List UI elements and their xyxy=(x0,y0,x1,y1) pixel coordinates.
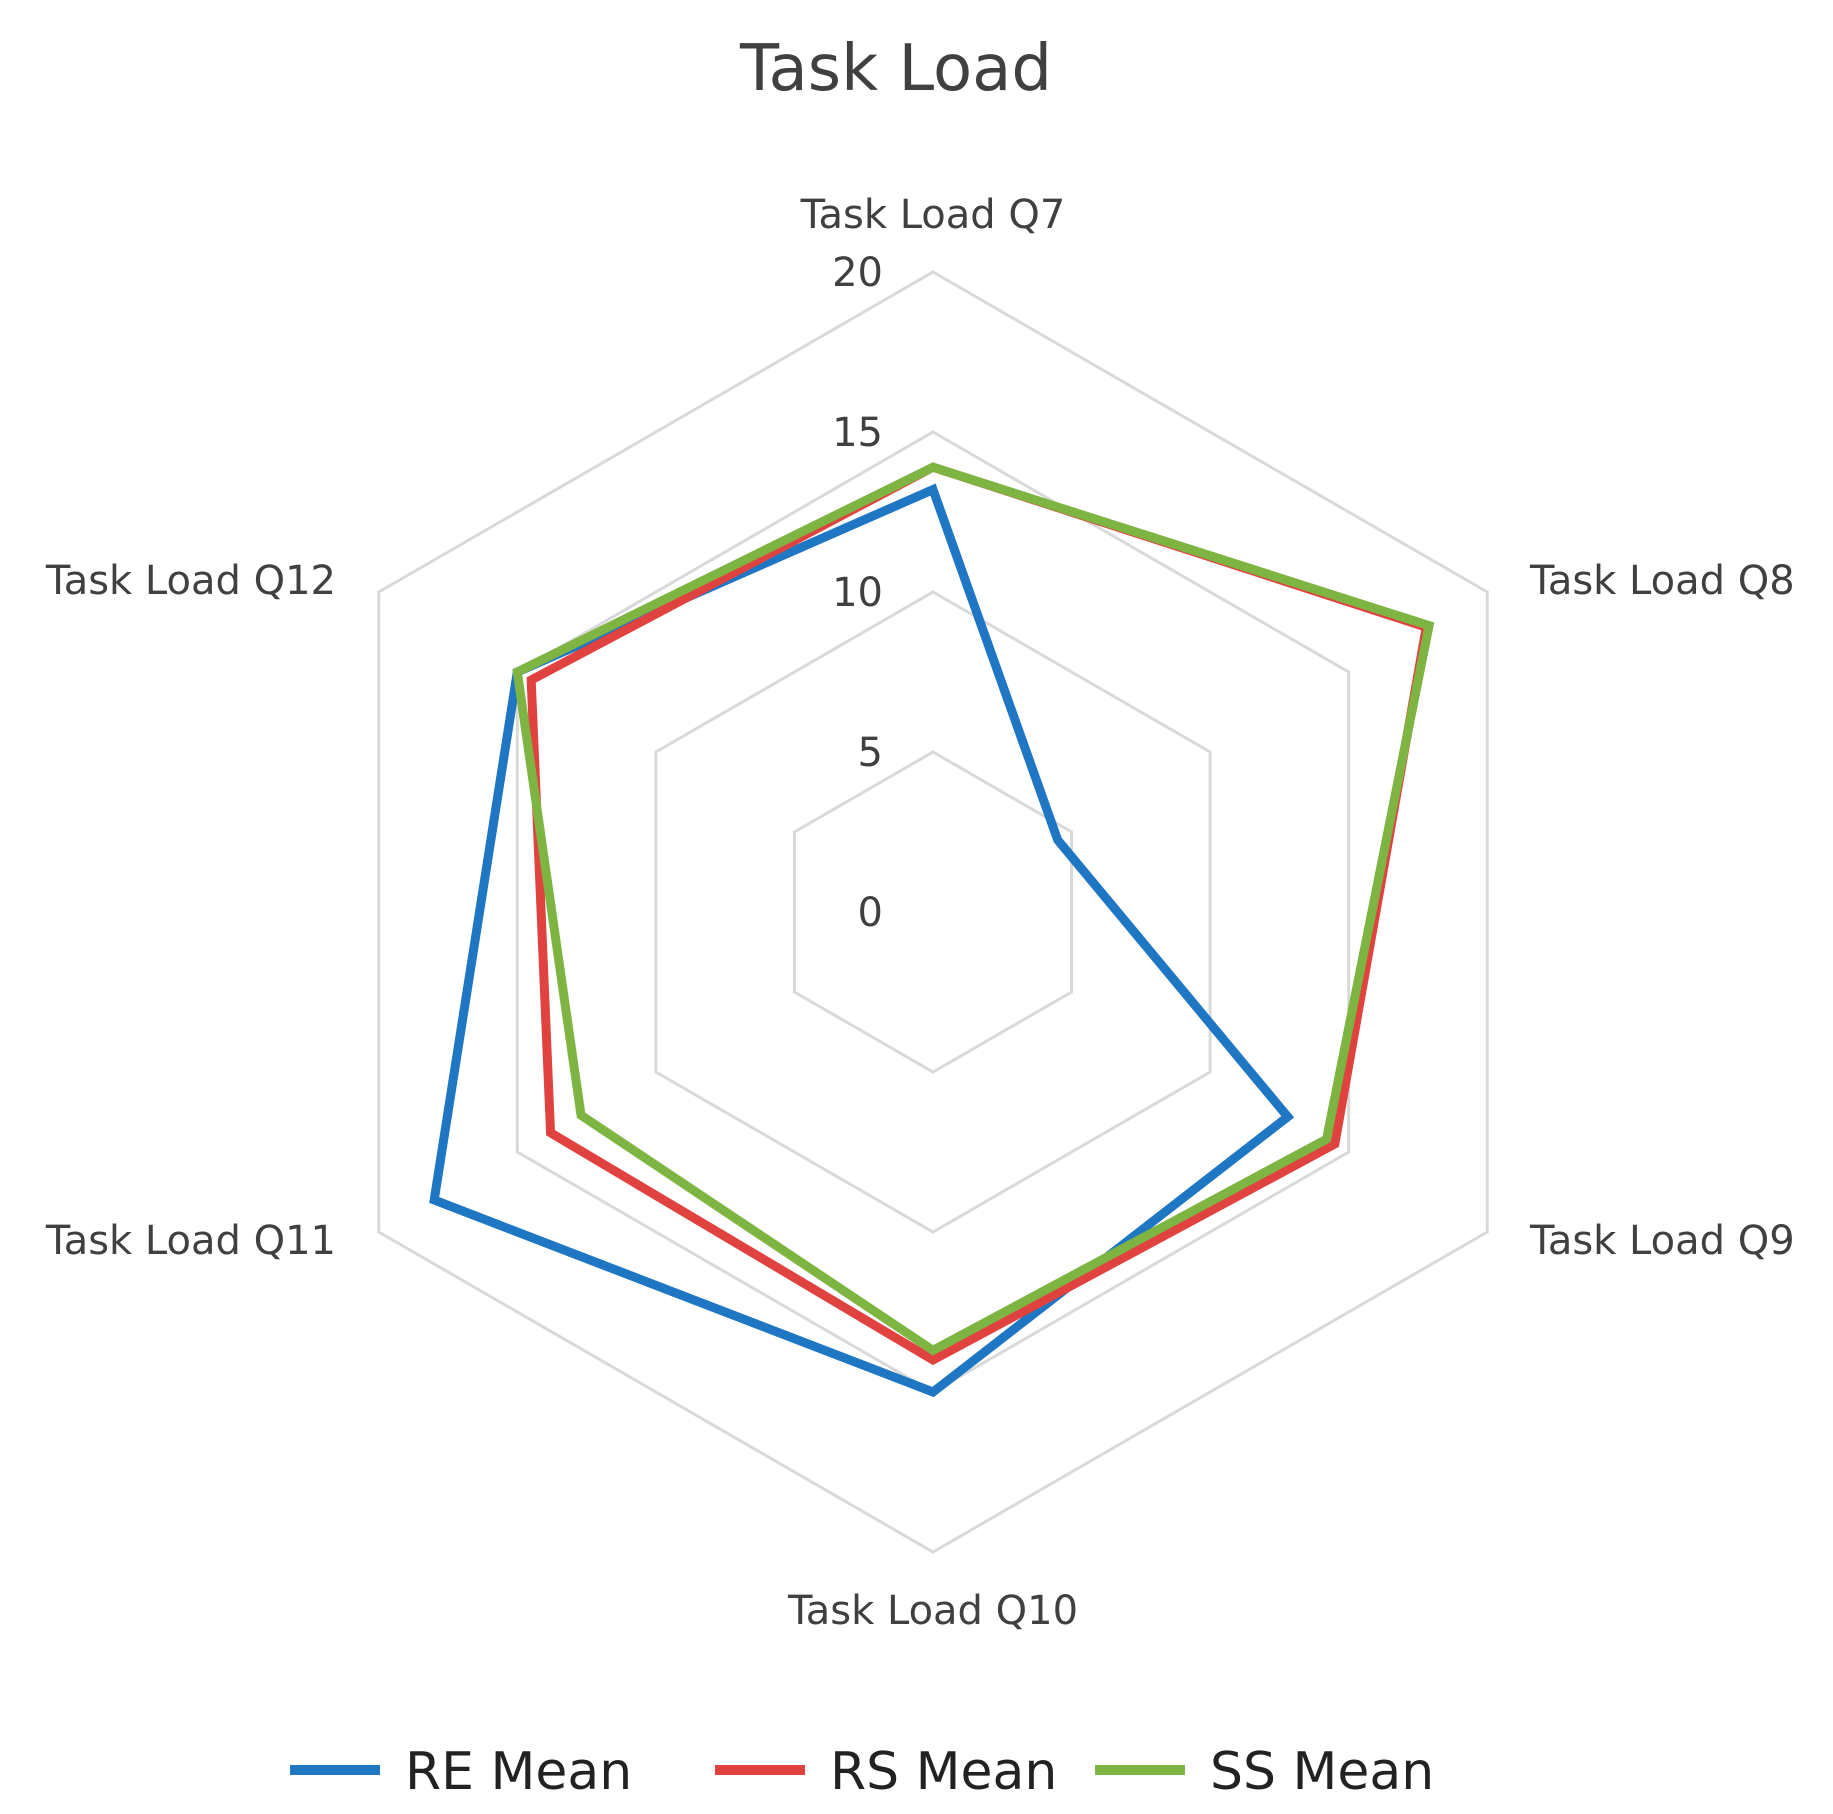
legend-label-0: RE Mean xyxy=(405,1742,632,1802)
grid-ring-3 xyxy=(515,430,1351,1394)
axis-label-1: Task Load Q8 xyxy=(1529,558,1795,604)
axis-label-0: Task Load Q7 xyxy=(800,192,1066,238)
grid-ring-1 xyxy=(792,750,1074,1074)
chart-legend: RE Mean RS Mean SS Mean xyxy=(290,1742,1434,1802)
legend-label-2: SS Mean xyxy=(1210,1742,1434,1802)
tick-label-1: 5 xyxy=(858,730,883,776)
grid-ring-2 xyxy=(654,590,1212,1234)
chart-title: Task Load xyxy=(739,32,1052,106)
axis-label-3: Task Load Q10 xyxy=(787,1588,1078,1634)
radar-tick-labels: 0 5 10 15 20 xyxy=(832,250,883,936)
axis-label-5: Task Load Q12 xyxy=(45,558,336,604)
tick-label-0: 0 xyxy=(858,890,883,936)
axis-label-4: Task Load Q11 xyxy=(45,1218,336,1264)
tick-label-2: 10 xyxy=(832,570,883,616)
axis-label-2: Task Load Q9 xyxy=(1529,1218,1795,1264)
radar-series xyxy=(429,462,1435,1398)
legend-label-1: RS Mean xyxy=(830,1742,1057,1802)
series-line-re-mean xyxy=(429,483,1295,1398)
radar-axis-labels: Task Load Q7 Task Load Q8 Task Load Q9 Task… xyxy=(45,192,1795,1634)
series-line-ss-mean xyxy=(512,462,1435,1356)
tick-label-3: 15 xyxy=(832,410,883,456)
tick-label-4: 20 xyxy=(832,250,883,296)
grid-ring-4 xyxy=(377,270,1489,1554)
